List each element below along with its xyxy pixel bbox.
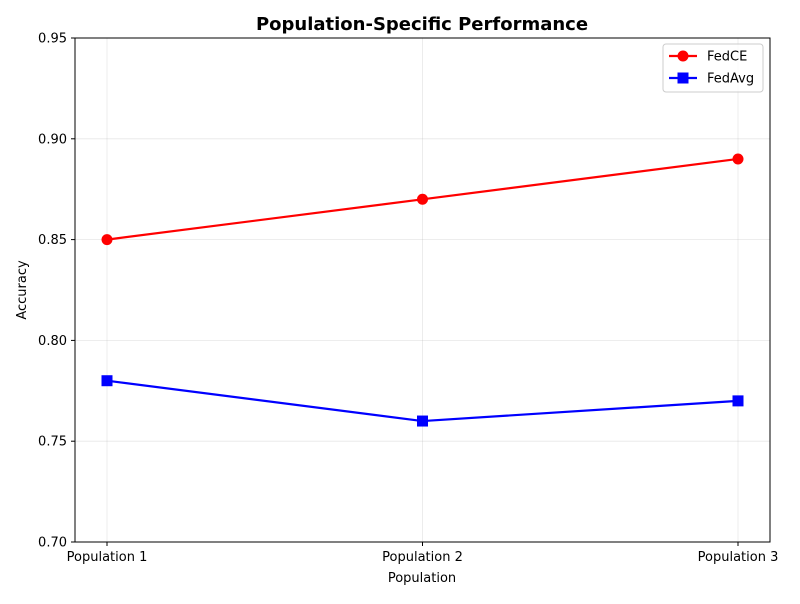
legend-marker-fedavg — [677, 72, 689, 84]
fedce-data-point — [101, 234, 113, 246]
x-axis-label: Population — [388, 571, 456, 586]
series-layer — [101, 153, 744, 427]
x-tick-label: Population 1 — [67, 550, 148, 565]
legend-marker-fedce — [677, 50, 689, 62]
grid-layer — [75, 37, 770, 543]
y-tick-label: 0.70 — [38, 536, 67, 551]
x-tick-label: Population 3 — [698, 550, 779, 565]
fedce-data-point — [417, 193, 428, 205]
y-tick-label: 0.85 — [38, 233, 67, 248]
legend-label-fedce: FedCE — [707, 50, 747, 65]
y-tick-label: 0.75 — [38, 435, 67, 450]
y-tick-label: 0.90 — [38, 132, 67, 147]
x-tick-label: Population 2 — [382, 550, 463, 565]
fedavg-data-point — [101, 375, 113, 387]
chart-title: Population-Specific Performance — [256, 14, 588, 35]
axis-layer: 0.70 0.75 0.80 0.85 0.90 0.95 Population 1 Popu… — [38, 32, 778, 566]
y-axis-label: Accuracy — [15, 260, 30, 320]
fedavg-data-point — [732, 395, 744, 407]
y-tick-label: 0.95 — [38, 32, 67, 47]
fedavg-data-point — [417, 415, 428, 427]
legend: FedCE FedAvg — [662, 43, 764, 93]
y-tick-label: 0.80 — [38, 334, 67, 349]
legend-label-fedavg: FedAvg — [707, 72, 754, 87]
fedce-data-point — [732, 153, 744, 165]
